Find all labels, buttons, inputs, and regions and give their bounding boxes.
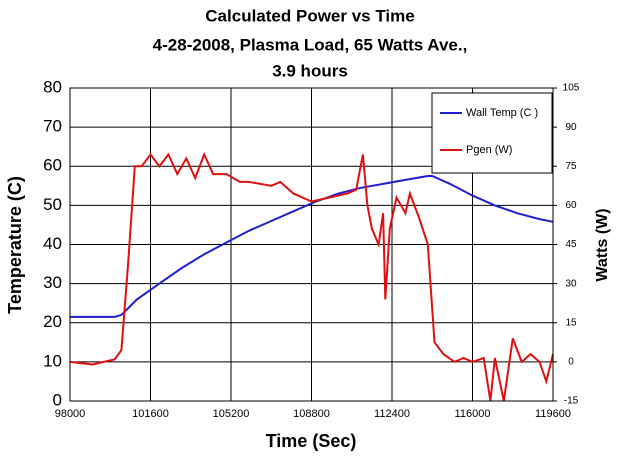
x-tick-label: 119600 bbox=[535, 408, 571, 420]
y-tick-label: 40 bbox=[43, 234, 62, 253]
y-axis-label: Temperature (C) bbox=[5, 176, 25, 314]
plot-border bbox=[69, 87, 554, 402]
y2-tick-label: 60 bbox=[565, 200, 577, 211]
y-tick-label: 10 bbox=[43, 351, 62, 370]
y-tick-label: 0 bbox=[53, 390, 62, 409]
y-tick-label: 70 bbox=[43, 117, 62, 136]
y-tick-label: 60 bbox=[43, 156, 62, 175]
x-tick-label: 116000 bbox=[455, 408, 491, 420]
series-line bbox=[69, 151, 554, 402]
y2-tick-label: 45 bbox=[565, 239, 577, 250]
x-tick-label: 112400 bbox=[374, 408, 410, 420]
y2-tick-label: 75 bbox=[565, 161, 577, 172]
legend-label: Pgen (W) bbox=[466, 144, 512, 156]
y-tick-label: 30 bbox=[43, 273, 62, 292]
y-tick-label: 50 bbox=[43, 195, 62, 214]
x-tick-label: 105200 bbox=[213, 408, 250, 420]
y2-tick-label: 105 bbox=[563, 83, 580, 94]
y2-tick-label: 90 bbox=[565, 122, 577, 133]
y-tick-label: 20 bbox=[43, 312, 62, 331]
y2-axis-label: Watts (W) bbox=[594, 208, 611, 281]
x-tick-label: 108800 bbox=[293, 408, 330, 420]
y2-tick-label: -15 bbox=[564, 396, 579, 407]
x-axis-label: Time (Sec) bbox=[266, 431, 357, 451]
legend-label: Wall Temp (C ) bbox=[466, 107, 538, 119]
x-tick-label: 98000 bbox=[55, 408, 86, 420]
y2-tick-label: 15 bbox=[565, 317, 577, 328]
y2-tick-label: 0 bbox=[568, 357, 574, 368]
x-tick-label: 101600 bbox=[132, 408, 169, 420]
legend bbox=[431, 92, 553, 174]
chart-title: 4-28-2008, Plasma Load, 65 Watts Ave., bbox=[153, 35, 468, 54]
chart-title: 3.9 hours bbox=[272, 61, 348, 80]
y-tick-label: 80 bbox=[43, 77, 62, 96]
chart-title: Calculated Power vs Time bbox=[205, 6, 414, 25]
y2-tick-label: 30 bbox=[565, 278, 577, 289]
